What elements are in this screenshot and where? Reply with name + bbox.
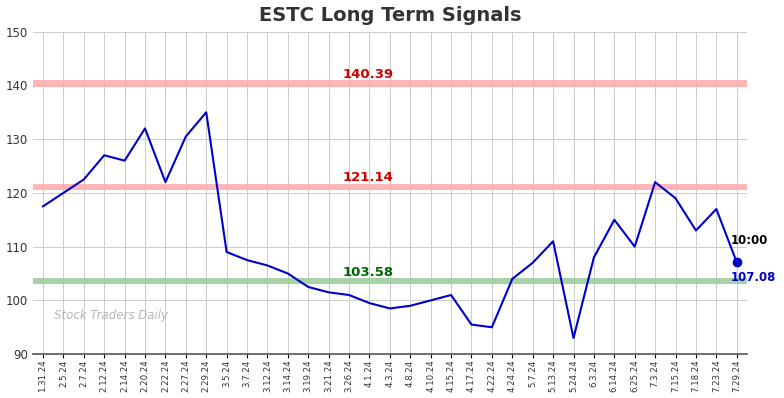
Text: Stock Traders Daily: Stock Traders Daily (54, 309, 169, 322)
Text: 10:00: 10:00 (731, 234, 768, 246)
Text: 140.39: 140.39 (343, 68, 394, 81)
Bar (33, 183, 747, 190)
Text: 103.58: 103.58 (343, 266, 394, 279)
Bar (33, 278, 747, 285)
Text: 107.08: 107.08 (731, 271, 776, 284)
Bar (33, 80, 747, 86)
Text: 121.14: 121.14 (343, 172, 394, 184)
Title: ESTC Long Term Signals: ESTC Long Term Signals (259, 6, 521, 25)
